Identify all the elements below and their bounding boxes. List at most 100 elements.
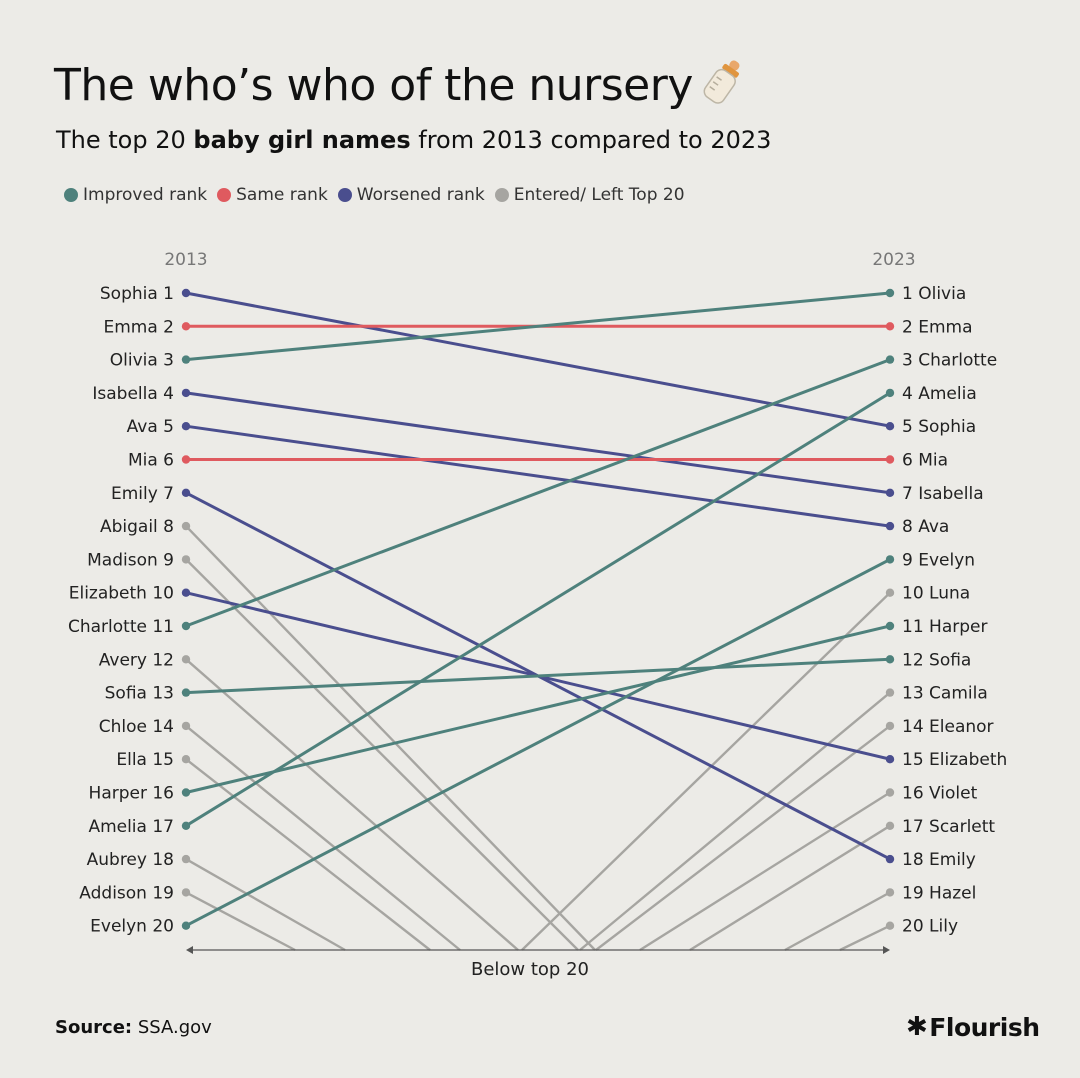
dot-2023-mia bbox=[885, 455, 895, 464]
source-text: SSA.gov bbox=[137, 1017, 212, 1038]
label-2013-emily: Emily 7 bbox=[111, 484, 174, 504]
legend-label: Improved rank bbox=[83, 185, 208, 205]
dot-2013-abigail bbox=[181, 521, 191, 531]
label-2023-charlotte: 3 Charlotte bbox=[902, 351, 997, 371]
slope-line-aubrey bbox=[185, 858, 346, 952]
dot-2023-ava bbox=[885, 521, 895, 531]
dot-2023-isabella bbox=[885, 488, 895, 497]
dot-2013-olivia bbox=[181, 355, 191, 364]
label-2013-addison: Addison 19 bbox=[79, 883, 174, 903]
slope-line-luna bbox=[521, 591, 891, 951]
legend-label: Same rank bbox=[236, 185, 328, 205]
dot-2013-avery bbox=[181, 655, 191, 664]
legend-label: Worsened rank bbox=[356, 185, 485, 205]
dot-2013-sophia bbox=[181, 288, 191, 298]
dot-2013-mia bbox=[181, 455, 191, 464]
slope-line-charlotte bbox=[185, 358, 891, 628]
dot-2013-isabella bbox=[181, 388, 191, 398]
label-2013-isabella: Isabella 4 bbox=[92, 384, 174, 404]
dot-2023-elizabeth bbox=[885, 755, 895, 764]
label-2013-madison: Madison 9 bbox=[87, 550, 174, 570]
dot-2023-scarlett bbox=[885, 821, 895, 830]
slope-line-olivia bbox=[185, 291, 891, 362]
label-2013-emma: Emma 2 bbox=[104, 317, 175, 337]
dot-2013-ava bbox=[181, 422, 191, 431]
legend-item-improved[interactable]: Improved rank bbox=[64, 185, 207, 205]
label-2023-luna: 10 Luna bbox=[902, 584, 970, 604]
label-2023-harper: 11 Harper bbox=[902, 617, 987, 637]
baby-bottle-icon bbox=[701, 56, 747, 119]
label-2023-violet: 16 Violet bbox=[902, 784, 978, 804]
slope-line-camila bbox=[579, 691, 891, 951]
dot-2023-emma bbox=[885, 322, 895, 331]
slope-line-hazel bbox=[784, 891, 891, 952]
dot-2023-evelyn bbox=[885, 555, 895, 564]
legend-item-entered-left[interactable]: Entered/ Left Top 20 bbox=[494, 185, 685, 205]
dot-2023-violet bbox=[885, 788, 895, 797]
label-2023-hazel: 19 Hazel bbox=[902, 883, 976, 903]
dot-2013-madison bbox=[181, 555, 191, 564]
subtitle-bold: baby girl names bbox=[193, 126, 411, 154]
slope-line-chloe bbox=[185, 724, 461, 951]
slope-line-addison bbox=[185, 891, 296, 952]
slope-line-scarlett bbox=[689, 824, 891, 952]
label-2013-ella: Ella 15 bbox=[116, 750, 174, 770]
dot-2013-addison bbox=[181, 888, 191, 897]
left-labels: Sophia 1 Emma 2 Olivia 3 Isabella 4 Ava 5 Mia… bbox=[68, 284, 174, 937]
label-2023-lily: 20 Lily bbox=[902, 917, 958, 937]
label-2013-charlotte: Charlotte 11 bbox=[68, 617, 174, 637]
dot-2023-charlotte bbox=[885, 355, 895, 364]
dot-2023-amelia bbox=[885, 388, 895, 398]
label-2023-emily: 18 Emily bbox=[902, 850, 976, 870]
below-top-20-label: Below top 20 bbox=[471, 959, 589, 980]
legend-item-worsened[interactable]: Worsened rank bbox=[337, 185, 485, 205]
label-2023-olivia: 1 Olivia bbox=[902, 284, 966, 304]
label-2023-emma: 2 Emma bbox=[902, 317, 973, 337]
slope-line-abigail bbox=[185, 525, 596, 951]
axis-arrow-left bbox=[186, 946, 193, 954]
dot-2023-lily bbox=[885, 921, 895, 930]
legend: Improved rank Same rank Worsened rank En… bbox=[64, 185, 685, 205]
label-2023-sofia: 12 Sofia bbox=[902, 650, 971, 670]
label-2013-avery: Avery 12 bbox=[99, 650, 174, 670]
slope-line-lily bbox=[839, 924, 891, 952]
label-2023-amelia: 4 Amelia bbox=[902, 384, 977, 404]
label-2013-chloe: Chloe 14 bbox=[99, 717, 174, 737]
label-2013-abigail: Abigail 8 bbox=[100, 517, 174, 537]
legend-swatch bbox=[64, 188, 78, 202]
dot-2023-olivia bbox=[885, 288, 895, 298]
axis-arrow-right bbox=[883, 946, 890, 954]
slope-line-ella bbox=[185, 758, 431, 951]
label-2013-ava: Ava 5 bbox=[127, 417, 174, 437]
dot-2013-charlotte bbox=[181, 621, 191, 631]
slope-line-amelia bbox=[185, 391, 891, 828]
brand-name: Flourish bbox=[929, 1012, 1040, 1042]
subtitle-text-2: from 2013 compared to 2023 bbox=[410, 126, 772, 154]
dot-2013-sofia bbox=[181, 688, 191, 697]
dot-2023-camila bbox=[885, 688, 895, 697]
legend-swatch bbox=[217, 188, 232, 202]
source-label: Source: bbox=[55, 1017, 133, 1038]
label-2023-sophia: 5 Sophia bbox=[902, 417, 976, 437]
label-2013-elizabeth: Elizabeth 10 bbox=[69, 584, 174, 604]
label-2023-evelyn: 9 Evelyn bbox=[902, 550, 975, 570]
label-2023-elizabeth: 15 Elizabeth bbox=[902, 750, 1007, 770]
source-note: Source: SSA.gov bbox=[55, 1017, 212, 1038]
legend-item-same[interactable]: Same rank bbox=[217, 185, 328, 205]
label-2023-ava: 8 Ava bbox=[902, 517, 949, 537]
slope-line-sofia bbox=[185, 657, 891, 695]
legend-label: Entered/ Left Top 20 bbox=[513, 185, 685, 205]
dot-2023-luna bbox=[885, 588, 895, 597]
dot-2013-chloe bbox=[181, 721, 191, 731]
slope-lines bbox=[185, 291, 891, 952]
dot-2023-eleanor bbox=[885, 721, 895, 731]
right-labels: 1 Olivia 2 Emma 3 Charlotte 4 Amelia 5 Sophi… bbox=[902, 284, 1007, 937]
label-2023-mia: 6 Mia bbox=[902, 451, 948, 471]
dot-2023-hazel bbox=[885, 888, 895, 897]
label-2013-aubrey: Aubrey 18 bbox=[87, 850, 174, 870]
dot-2013-elizabeth bbox=[181, 588, 191, 597]
dot-2013-ella bbox=[181, 755, 191, 764]
label-2013-sofia: Sofia 13 bbox=[105, 684, 174, 704]
label-2013-mia: Mia 6 bbox=[128, 451, 174, 471]
